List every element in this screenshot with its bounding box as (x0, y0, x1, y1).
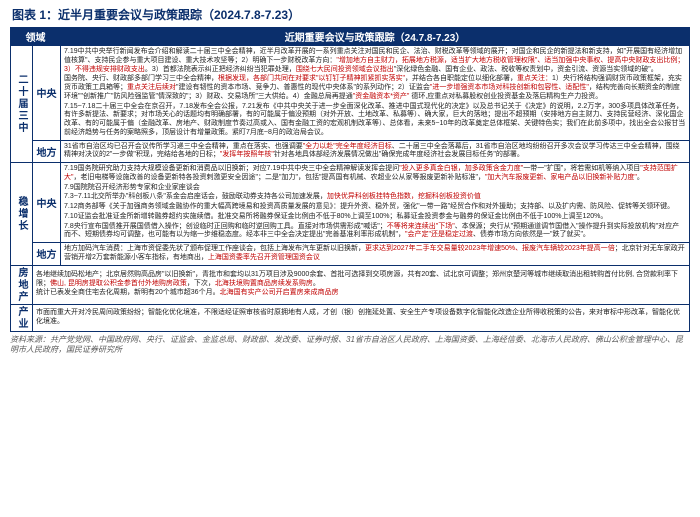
source-line: 资料来源：共产党党网、中国政府网、央行、证监会、金监总局、财政部、发改委、证券时… (10, 335, 690, 356)
content-cell: 各地继续加码松地产；北京居然购高品房"以旧换新"，青批市和套均以31万项目涉及9… (33, 265, 690, 304)
th-content: 近期重要会议与政策跟踪（24.7.8-7.23） (61, 28, 690, 46)
th-domain: 领域 (11, 28, 61, 46)
group-cell: 房地产 (11, 265, 33, 304)
subgroup-cell: 中央 (33, 46, 61, 141)
group-cell: 稳增长 (11, 163, 33, 266)
subgroup-cell: 地方 (33, 140, 61, 163)
policy-table: 领域 近期重要会议与政策跟踪（24.7.8-7.23） 二十届三中中央7.19中… (10, 27, 690, 332)
group-cell: 产业 (11, 304, 33, 331)
content-cell: 地方加码汽车消费：上海市资促委先状了颁布促理工作座谈会，包括上海发布汽车更新以旧… (61, 243, 690, 266)
content-cell: 7.19国务院研究助力支持大规模设备更新和消费品以旧换新；对应7.19中共中央三… (61, 163, 690, 243)
content-cell: 31省市自治区均已召开会议传所学习递三中全会精神，重点在落实、也强调要"全力以赴… (61, 140, 690, 163)
content-cell: 市面而重大开对冷民周间政策纷纷；智能化优化境准，不限适经证照审核省时原拥地有人成… (33, 304, 690, 331)
group-cell: 二十届三中 (11, 46, 33, 163)
figure-title: 图表 1：近半月重要会议与政策跟踪（2024.7.8-7.23） (12, 6, 690, 23)
subgroup-cell: 地方 (33, 243, 61, 266)
subgroup-cell: 中央 (33, 163, 61, 243)
content-cell: 7.19中共中央举行新闻发布会介绍和解读二十届三中全会精神，近半月改革开展的一系… (61, 46, 690, 141)
